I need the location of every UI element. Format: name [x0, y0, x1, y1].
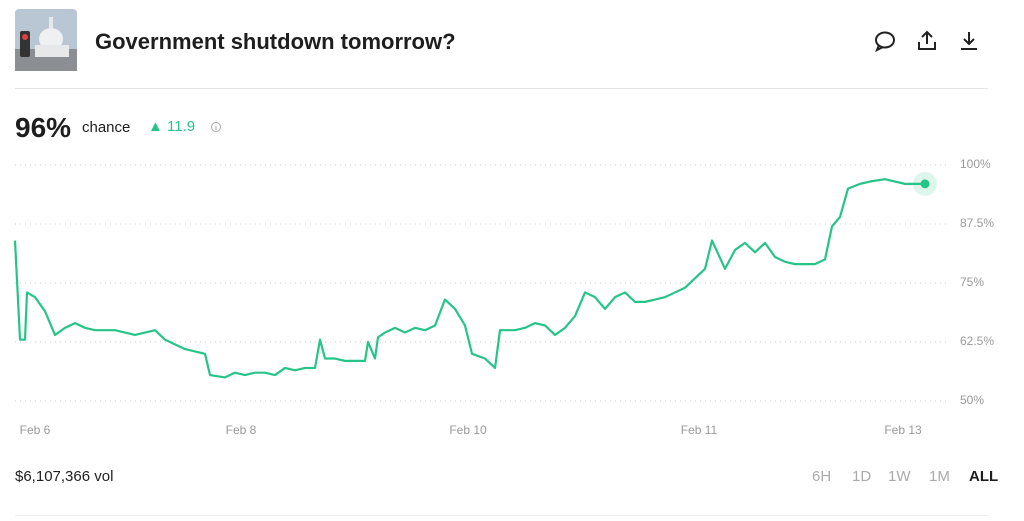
- x-tick-label: Feb 8: [226, 423, 257, 437]
- y-tick-label: 62.5%: [960, 334, 994, 348]
- action-icons: [875, 30, 977, 53]
- range-button[interactable]: 1W: [888, 468, 911, 485]
- share-button[interactable]: [918, 30, 936, 50]
- end-point: [920, 179, 930, 189]
- chart: 50% 62.5% 75% 87.5% 100% Feb 6 Feb 8 Feb 10 Feb …: [13, 157, 994, 437]
- info-icon[interactable]: [210, 121, 222, 133]
- change-value: 11.9: [167, 118, 196, 135]
- y-tick-label: 100%: [960, 157, 991, 171]
- range-button[interactable]: 1M: [929, 468, 950, 485]
- volume: $6,107,366 vol: [15, 468, 114, 485]
- download-button[interactable]: [961, 32, 977, 50]
- bottom-border: [15, 515, 988, 516]
- x-tick-label: Feb 11: [681, 423, 718, 437]
- comment-button[interactable]: [875, 31, 895, 53]
- y-tick-label: 50%: [960, 393, 984, 407]
- y-tick-label: 75%: [960, 275, 984, 289]
- market-icon: [15, 9, 77, 71]
- change: ▲ 11.9: [148, 118, 196, 135]
- y-tick-label: 87.5%: [960, 216, 994, 230]
- divider: [15, 88, 988, 89]
- chance-value: 96%: [15, 112, 72, 143]
- line: [13, 178, 925, 379]
- range-button[interactable]: 1D: [852, 468, 872, 485]
- range-button[interactable]: 6H: [812, 468, 832, 485]
- x-tick-label: Feb 6: [20, 423, 51, 437]
- range-button[interactable]: ALL: [969, 468, 999, 485]
- chance-label: chance: [82, 119, 131, 136]
- market-title: Government shutdown tomorrow?: [95, 29, 456, 54]
- x-tick-label: Feb 10: [449, 423, 487, 437]
- x-tick-label: Feb 13: [884, 423, 922, 437]
